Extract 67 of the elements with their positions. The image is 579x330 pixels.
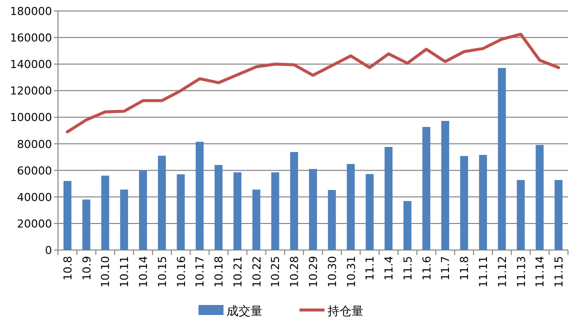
bar — [139, 170, 147, 250]
bar — [252, 190, 260, 250]
y-tick-label: 60000 — [17, 164, 52, 178]
bar — [101, 176, 110, 250]
x-tick-label: 10.11 — [118, 256, 132, 288]
bar — [176, 174, 185, 250]
x-tick-label: 10.29 — [307, 256, 320, 288]
x-tick-label: 10.15 — [156, 256, 169, 288]
bar — [498, 68, 506, 250]
y-tick-label: 80000 — [17, 138, 52, 151]
y-tick-label: 0 — [45, 244, 52, 257]
x-tick-label: 11.13 — [514, 256, 528, 288]
bar — [554, 180, 563, 250]
bar — [422, 126, 430, 250]
bar — [158, 156, 166, 250]
y-tick-label: 180000 — [10, 5, 52, 18]
x-tick-label: 10.21 — [231, 256, 244, 288]
x-tick-label: 10.14 — [137, 256, 150, 288]
x-tick-label: 11.12 — [496, 256, 509, 288]
y-tick-label: 120000 — [10, 84, 52, 98]
x-tick-label: 11.14 — [534, 256, 547, 288]
x-tick-label: 11.5 — [401, 256, 414, 280]
y-tick-label: 100000 — [10, 111, 52, 124]
bar — [366, 174, 374, 250]
x-tick-label: 10.28 — [288, 256, 302, 288]
x-tick-label: 11.1 — [364, 256, 377, 280]
line-series — [66, 32, 560, 134]
y-tick-label: 20000 — [17, 217, 52, 230]
x-tick-label: 10.8 — [61, 256, 74, 280]
x-tick-label: 10.25 — [269, 256, 282, 288]
x-tick-label: 10.17 — [194, 256, 207, 288]
bar — [536, 144, 544, 250]
bar — [63, 180, 72, 250]
x-tick-label: 11.8 — [458, 256, 472, 280]
bar — [233, 172, 242, 250]
bar — [309, 169, 317, 250]
bar — [120, 190, 128, 250]
x-tick-label: 11.7 — [439, 256, 452, 280]
y-tick-label: 40000 — [17, 190, 52, 204]
y-tick-label: 160000 — [10, 32, 52, 45]
bar — [271, 172, 280, 250]
y-tick-label: 140000 — [10, 58, 52, 72]
x-tick-label: 11.15 — [552, 256, 566, 288]
x-tick-label: 10.16 — [174, 256, 188, 288]
bar — [196, 142, 204, 250]
bar — [403, 201, 412, 250]
x-tick-label: 10.18 — [212, 256, 226, 288]
x-tick-label: 10.31 — [344, 256, 358, 288]
bar — [328, 190, 336, 250]
x-tick-label: 10.22 — [250, 256, 264, 288]
x-tick-label: 10.10 — [99, 256, 112, 288]
bar — [290, 152, 298, 250]
x-tick-label: 10.9 — [80, 256, 94, 280]
bar — [460, 156, 468, 250]
x-tick-label: 11.4 — [382, 256, 396, 280]
bar — [479, 154, 487, 250]
x-tick-label: 10.30 — [326, 256, 339, 288]
bar — [214, 165, 223, 250]
bar — [516, 180, 525, 250]
bar — [384, 146, 393, 250]
bar — [441, 120, 450, 250]
legend-label: 成交量 — [226, 304, 262, 318]
bar — [82, 200, 90, 250]
legend-label: 持仓量 — [328, 304, 364, 318]
x-tick-label: 11.11 — [477, 256, 490, 288]
x-tick-label: 11.6 — [420, 256, 434, 280]
bar — [346, 164, 355, 250]
